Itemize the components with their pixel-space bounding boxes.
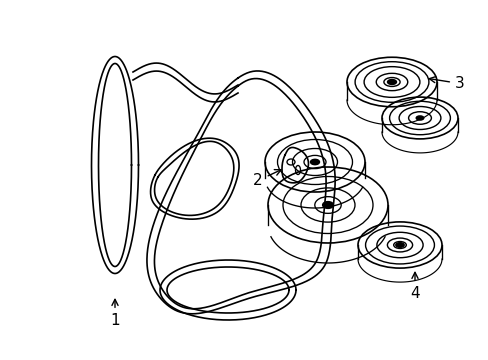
Ellipse shape <box>310 159 319 165</box>
Ellipse shape <box>415 116 423 120</box>
Text: 4: 4 <box>409 272 419 301</box>
Text: 2: 2 <box>253 170 281 188</box>
Ellipse shape <box>395 243 404 247</box>
Text: 1: 1 <box>110 299 120 328</box>
Ellipse shape <box>386 80 396 85</box>
Ellipse shape <box>322 202 333 208</box>
Text: 3: 3 <box>428 76 464 91</box>
